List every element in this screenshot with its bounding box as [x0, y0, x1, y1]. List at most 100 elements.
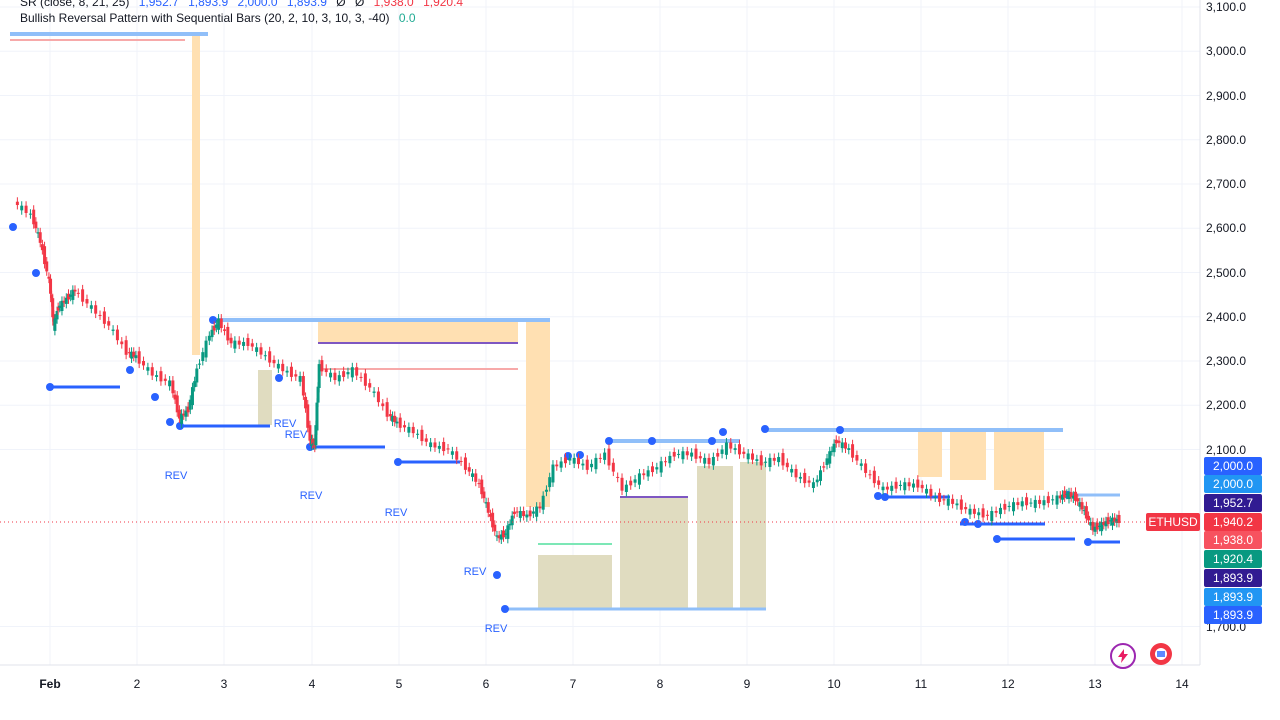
candle-body	[1067, 492, 1071, 500]
candle-body	[34, 221, 38, 229]
candle-body	[393, 415, 397, 423]
candle-body	[677, 453, 681, 455]
candle-body	[811, 482, 815, 488]
candle-body	[470, 473, 474, 477]
candle-body	[391, 415, 395, 422]
candle-body	[868, 474, 872, 476]
pivot-dot	[881, 493, 889, 501]
candle-body	[395, 421, 399, 424]
candle-body	[32, 209, 36, 225]
candle-body	[69, 294, 73, 297]
candle-body	[486, 502, 490, 513]
candle-body	[1097, 525, 1101, 527]
lightning-icon[interactable]	[1110, 643, 1136, 669]
candle-body	[64, 297, 68, 304]
candle-body	[1033, 499, 1037, 508]
candle-body	[746, 453, 750, 460]
rev-label: REV	[463, 566, 487, 578]
candle-body	[803, 472, 807, 484]
candle-body	[1060, 494, 1064, 500]
pivot-dot	[151, 393, 159, 401]
candle-body	[342, 371, 346, 377]
candle-body	[510, 515, 514, 526]
candle-body	[76, 292, 80, 294]
candle-body	[49, 278, 53, 294]
candle-body	[563, 457, 567, 464]
candle-body	[1104, 521, 1108, 527]
candle-body	[111, 329, 115, 331]
indicator-sr-row[interactable]: SR (close, 8, 21, 25) 1,952.7 1,893.9 2,…	[20, 0, 469, 10]
price-series	[15, 197, 1121, 544]
price-tag: 2,000.0	[1204, 457, 1262, 475]
candle-body	[840, 442, 844, 449]
pivot-dot	[32, 269, 40, 277]
flag-icon[interactable]	[1150, 643, 1172, 665]
candle-body	[1091, 522, 1095, 531]
candle-body	[198, 363, 202, 365]
candle-body	[1051, 499, 1055, 501]
candle-body	[590, 463, 594, 468]
candle-body	[159, 371, 163, 382]
candle-body	[522, 511, 526, 517]
candle-body	[363, 373, 367, 386]
price-tag: 1,938.0	[1204, 531, 1262, 549]
candle-body	[541, 495, 545, 510]
candle-body	[790, 468, 794, 473]
candle-body	[637, 473, 641, 485]
indicator-brp-row[interactable]: Bullish Reversal Pattern with Sequential…	[20, 10, 469, 26]
candle-body	[642, 473, 646, 476]
candle-body	[512, 511, 516, 515]
indicator-sr-value: 2,000.0	[237, 0, 278, 9]
candle-body	[186, 406, 190, 413]
candle-body	[659, 461, 663, 473]
candle-body	[455, 451, 459, 460]
candle-body	[355, 367, 359, 376]
candle-body	[818, 470, 822, 481]
candle-body	[463, 457, 467, 470]
candle-body	[53, 318, 57, 331]
candle-body	[898, 484, 902, 487]
candle-body	[474, 473, 478, 482]
candle-body	[134, 355, 138, 359]
candle-body	[308, 425, 312, 441]
candle-body	[681, 451, 685, 460]
candle-body	[933, 496, 937, 498]
rev-label: REV	[384, 507, 408, 519]
candle-body	[219, 318, 223, 329]
candle-body	[951, 498, 955, 504]
pattern-box	[538, 555, 612, 608]
candle-body	[255, 347, 259, 352]
pivot-dot	[209, 316, 217, 324]
time-tick-label: 3	[220, 677, 228, 691]
candle-body	[544, 489, 548, 492]
candle-body	[163, 378, 167, 381]
candle-body	[24, 205, 28, 213]
candle-body	[314, 425, 318, 446]
candle-body	[315, 402, 319, 431]
candle-body	[1003, 503, 1007, 510]
candle-body	[1055, 495, 1059, 505]
candle-body	[650, 466, 654, 473]
candle-body	[633, 479, 637, 483]
pivot-dot	[708, 437, 716, 445]
pivot-dot	[761, 425, 769, 433]
candle-body	[304, 396, 308, 409]
time-tick-label: 12	[1001, 677, 1015, 691]
candle-body	[47, 276, 51, 279]
candle-body	[572, 457, 576, 464]
candle-body	[964, 507, 968, 510]
price-tick-label: 2,600.0	[1206, 221, 1247, 236]
candle-body	[376, 391, 380, 403]
candle-body	[759, 455, 763, 466]
indicator-overlays	[9, 32, 1120, 613]
price-tick-label: 3,000.0	[1206, 44, 1247, 59]
candle-body	[864, 463, 868, 473]
candle-body	[929, 488, 933, 497]
candle-body	[233, 340, 237, 349]
candle-body	[1089, 522, 1093, 526]
candle-body	[781, 453, 785, 466]
candle-body	[844, 442, 848, 449]
candle-body	[538, 506, 542, 509]
candle-body	[480, 479, 484, 495]
